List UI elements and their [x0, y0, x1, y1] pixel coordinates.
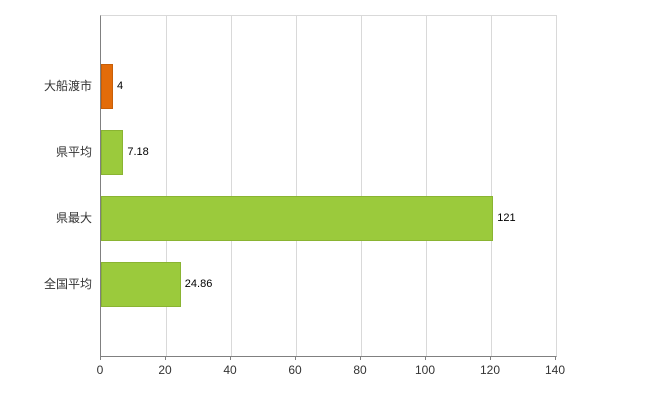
category-label-2: 県最大 [55, 211, 92, 225]
x-tick-mark [295, 356, 296, 360]
category-label-0: 大船渡市 [43, 79, 92, 93]
x-axis-tick-label: 60 [288, 363, 302, 377]
gridline-x-20 [165, 16, 167, 356]
x-axis-tick-label: 20 [158, 363, 172, 377]
gridline-x-60 [295, 16, 297, 356]
plot-area: 4 7.18 121 24.86 [100, 15, 557, 357]
category-label-1: 県平均 [55, 145, 92, 159]
x-axis-tick-label: 120 [479, 363, 501, 377]
x-tick-mark [360, 356, 361, 360]
bar-value-label: 24.86 [184, 278, 213, 290]
gridline-x-40 [230, 16, 232, 356]
x-tick-mark [100, 356, 101, 360]
gridline-x-100 [425, 16, 427, 356]
x-axis-tick-label: 100 [414, 363, 436, 377]
bar-3[interactable] [101, 262, 181, 307]
x-axis-tick-label: 140 [544, 363, 566, 377]
bar-1[interactable] [101, 130, 124, 175]
x-tick-mark [555, 356, 556, 360]
x-axis-tick-label: 0 [96, 363, 104, 377]
category-label-3: 全国平均 [43, 277, 92, 291]
x-tick-mark [230, 356, 231, 360]
x-tick-mark [490, 356, 491, 360]
bar-value-label: 7.18 [127, 146, 149, 158]
bar-0[interactable] [101, 64, 113, 109]
gridline-x-120 [490, 16, 492, 356]
x-axis-tick-label: 80 [353, 363, 367, 377]
x-tick-mark [165, 356, 166, 360]
bar-2[interactable] [101, 196, 494, 241]
bar-value-label: 121 [497, 212, 516, 224]
bar-value-label: 4 [117, 80, 124, 92]
x-tick-mark [425, 356, 426, 360]
x-axis-tick-label: 40 [223, 363, 237, 377]
gridline-x-80 [360, 16, 362, 356]
